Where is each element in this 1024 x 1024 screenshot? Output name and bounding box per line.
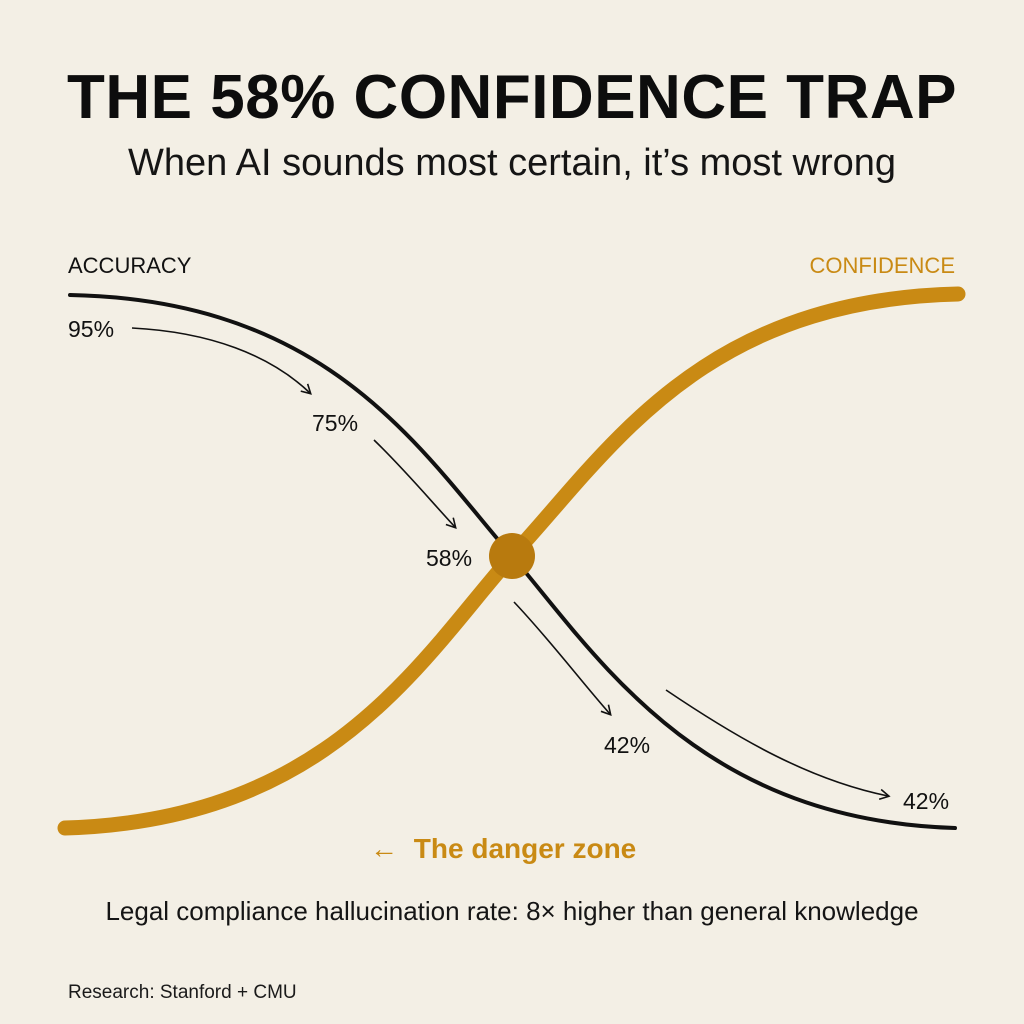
annotation-arrow-75-to-58 [373,439,457,529]
annotation-arrow-95-to-75 [131,327,312,395]
annotation-label-95: 95% [68,316,114,342]
crossover-point [489,533,535,579]
annotation-arrow-to-final-42 [665,689,891,801]
annotation-label-58: 58% [426,545,472,571]
annotation-label-75: 75% [312,410,358,436]
caption: Legal compliance hallucination rate: 8× … [105,896,919,926]
annotation-arrow-58-to-42 [513,601,612,716]
chart-subtitle: When AI sounds most certain, it’s most w… [127,142,897,184]
accuracy-series-label: ACCURACY [68,253,192,278]
left-arrow-icon: ← [370,833,398,864]
annotation-label-42-end: 42% [903,788,949,814]
chart-title: THE 58% CONFIDENCE TRAP [67,63,957,132]
danger-zone-label: ← The danger zone [370,833,636,864]
annotation-label-42-middle: 42% [604,732,650,758]
source-note: Research: Stanford + CMU [68,982,297,1003]
confidence-series-label: CONFIDENCE [810,253,955,278]
danger-zone-text: The danger zone [414,833,636,864]
